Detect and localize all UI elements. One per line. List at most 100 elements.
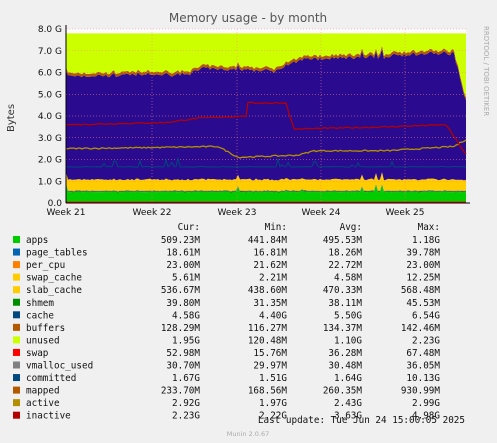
legend-value-avg: 2.43G — [334, 398, 362, 409]
legend-label: vmalloc_used — [26, 361, 93, 372]
area-unused — [66, 33, 466, 98]
footer-version: Munin 2.0.67 — [227, 430, 270, 438]
legend-row-active: active 2.92G 1.97G 2.43G 2.99G — [13, 398, 440, 409]
legend-value-max: 142.46M — [401, 323, 441, 334]
legend-value-max: 12.25M — [406, 273, 440, 284]
legend-row-inactive: inactive 2.23G 2.22G 3.63G 4.98G — [13, 411, 440, 422]
legend-swatch — [13, 298, 20, 306]
legend-value-min: 4.40G — [259, 310, 287, 321]
legend-value-max: 36.05M — [406, 361, 440, 372]
grid — [65, 28, 466, 203]
legend-row-swap: swap 52.98M 15.76M 36.28M 67.48M — [13, 348, 440, 359]
legend-swatch — [13, 386, 20, 394]
legend-row-unused: unused 1.95G 120.48M 1.10G 2.23G — [13, 335, 440, 346]
legend: Cur: Min: Avg: Max: apps 509.23M 441.84M 495.53… — [13, 222, 440, 422]
legend-value-min: 438.60M — [248, 285, 288, 296]
legend-label: apps — [26, 235, 48, 246]
legend-swatch — [13, 248, 20, 256]
legend-value-cur: 1.67G — [172, 373, 200, 384]
legend-value-max: 23.00M — [406, 260, 440, 271]
side-credit: RRDTOOL / TOBI OETIKER — [482, 26, 490, 116]
x-tick-label: Week 24 — [302, 208, 341, 218]
legend-swatch — [13, 261, 20, 269]
line-inactive — [65, 101, 467, 155]
y-tick-label: 4.0 G — [38, 112, 62, 122]
legend-value-avg: 1.64G — [334, 373, 362, 384]
legend-value-cur: 18.61M — [166, 248, 200, 259]
legend-label: mapped — [26, 386, 60, 397]
legend-value-min: 16.81M — [253, 248, 287, 259]
legend-swatch — [13, 336, 20, 344]
legend-value-avg: 134.37M — [323, 323, 363, 334]
y-tick-label: 0.0 — [48, 199, 63, 209]
legend-value-min: 21.62M — [253, 260, 287, 271]
legend-value-min: 31.35M — [253, 298, 287, 309]
legend-value-avg: 260.35M — [323, 386, 363, 397]
legend-value-min: 120.48M — [248, 335, 288, 346]
line-committed — [65, 157, 467, 169]
legend-swatch — [13, 311, 20, 319]
chart-title: Memory usage - by month — [169, 11, 327, 25]
legend-value-cur: 128.29M — [161, 323, 201, 334]
legend-label: swap_cache — [26, 273, 82, 284]
legend-value-avg: 3.63G — [334, 411, 362, 422]
legend-value-cur: 1.95G — [172, 335, 200, 346]
legend-value-cur: 509.23M — [161, 235, 201, 246]
legend-row-buffers: buffers 128.29M 116.27M 134.37M 142.46M — [13, 323, 440, 334]
legend-swatch — [13, 286, 20, 294]
legend-value-avg: 22.72M — [328, 260, 362, 271]
y-tick-label: 3.0 G — [38, 134, 62, 144]
legend-value-cur: 2.23G — [172, 411, 200, 422]
legend-value-min: 15.76M — [253, 348, 287, 359]
legend-value-max: 568.48M — [401, 285, 441, 296]
x-tick-label: Week 23 — [218, 208, 257, 218]
legend-row-committed: committed 1.67G 1.51G 1.64G 10.13G — [13, 373, 440, 384]
y-axis-label: Bytes — [6, 104, 17, 132]
legend-value-cur: 233.70M — [161, 386, 201, 397]
legend-value-max: 1.18G — [412, 235, 440, 246]
line-active — [65, 139, 467, 159]
legend-value-max: 930.99M — [401, 386, 441, 397]
legend-value-max: 67.48M — [406, 348, 440, 359]
legend-label: page_tables — [26, 248, 88, 259]
legend-swatch — [13, 348, 20, 356]
area-buffers — [66, 45, 466, 101]
legend-column-header: Avg: — [340, 222, 362, 233]
legend-value-max: 39.78M — [406, 248, 440, 259]
legend-swatch — [13, 273, 20, 281]
legend-label: active — [26, 398, 60, 409]
legend-value-cur: 536.67M — [161, 285, 201, 296]
x-tick-label: Week 21 — [47, 208, 86, 218]
legend-label: per_cpu — [26, 260, 65, 271]
legend-value-min: 1.51G — [259, 373, 287, 384]
legend-label: swap — [26, 348, 49, 359]
legend-value-max: 6.54G — [412, 310, 440, 321]
legend-row-mapped: mapped 233.70M 168.56M 260.35M 930.99M — [13, 386, 440, 397]
legend-value-cur: 2.92G — [172, 398, 200, 409]
legend-row-slab-cache: slab_cache 536.67M 438.60M 470.33M 568.48M — [13, 285, 440, 296]
legend-swatch — [13, 236, 20, 243]
last-update: Last update: Tue Jun 24 15:00:05 2025 — [258, 415, 465, 426]
area-slab-cache — [66, 172, 466, 191]
legend-value-max: 4.98G — [412, 411, 440, 422]
legend-value-min: 168.56M — [248, 386, 288, 397]
legend-row-cache: cache 4.58G 4.40G 5.50G 6.54G — [13, 310, 440, 321]
legend-value-avg: 4.58M — [334, 273, 362, 284]
y-tick-label: 7.0 G — [38, 47, 62, 57]
legend-value-cur: 39.80M — [166, 298, 200, 309]
y-tick-label: 2.0 G — [38, 156, 62, 166]
legend-swatch — [13, 361, 20, 369]
legend-value-avg: 38.11M — [328, 298, 362, 309]
legend-label: shmem — [26, 298, 54, 309]
area-shmem — [66, 183, 466, 193]
y-tick-label: 8.0 G — [38, 25, 62, 35]
legend-swatch — [13, 411, 20, 419]
legend-value-max: 2.23G — [412, 335, 440, 346]
plot-area: 0.0 1.0 G 2.0 G 3.0 G 4.0 G 5.0 G 6.0 G 7.0 G 8.… — [38, 25, 470, 218]
legend-row-per-cpu: per_cpu 23.00M 21.62M 22.72M 23.00M — [13, 260, 440, 271]
legend-value-avg: 470.33M — [323, 285, 363, 296]
legend-column-header: Max: — [418, 222, 440, 233]
legend-value-min: 2.21M — [259, 273, 287, 284]
legend-value-avg: 1.10G — [334, 335, 362, 346]
